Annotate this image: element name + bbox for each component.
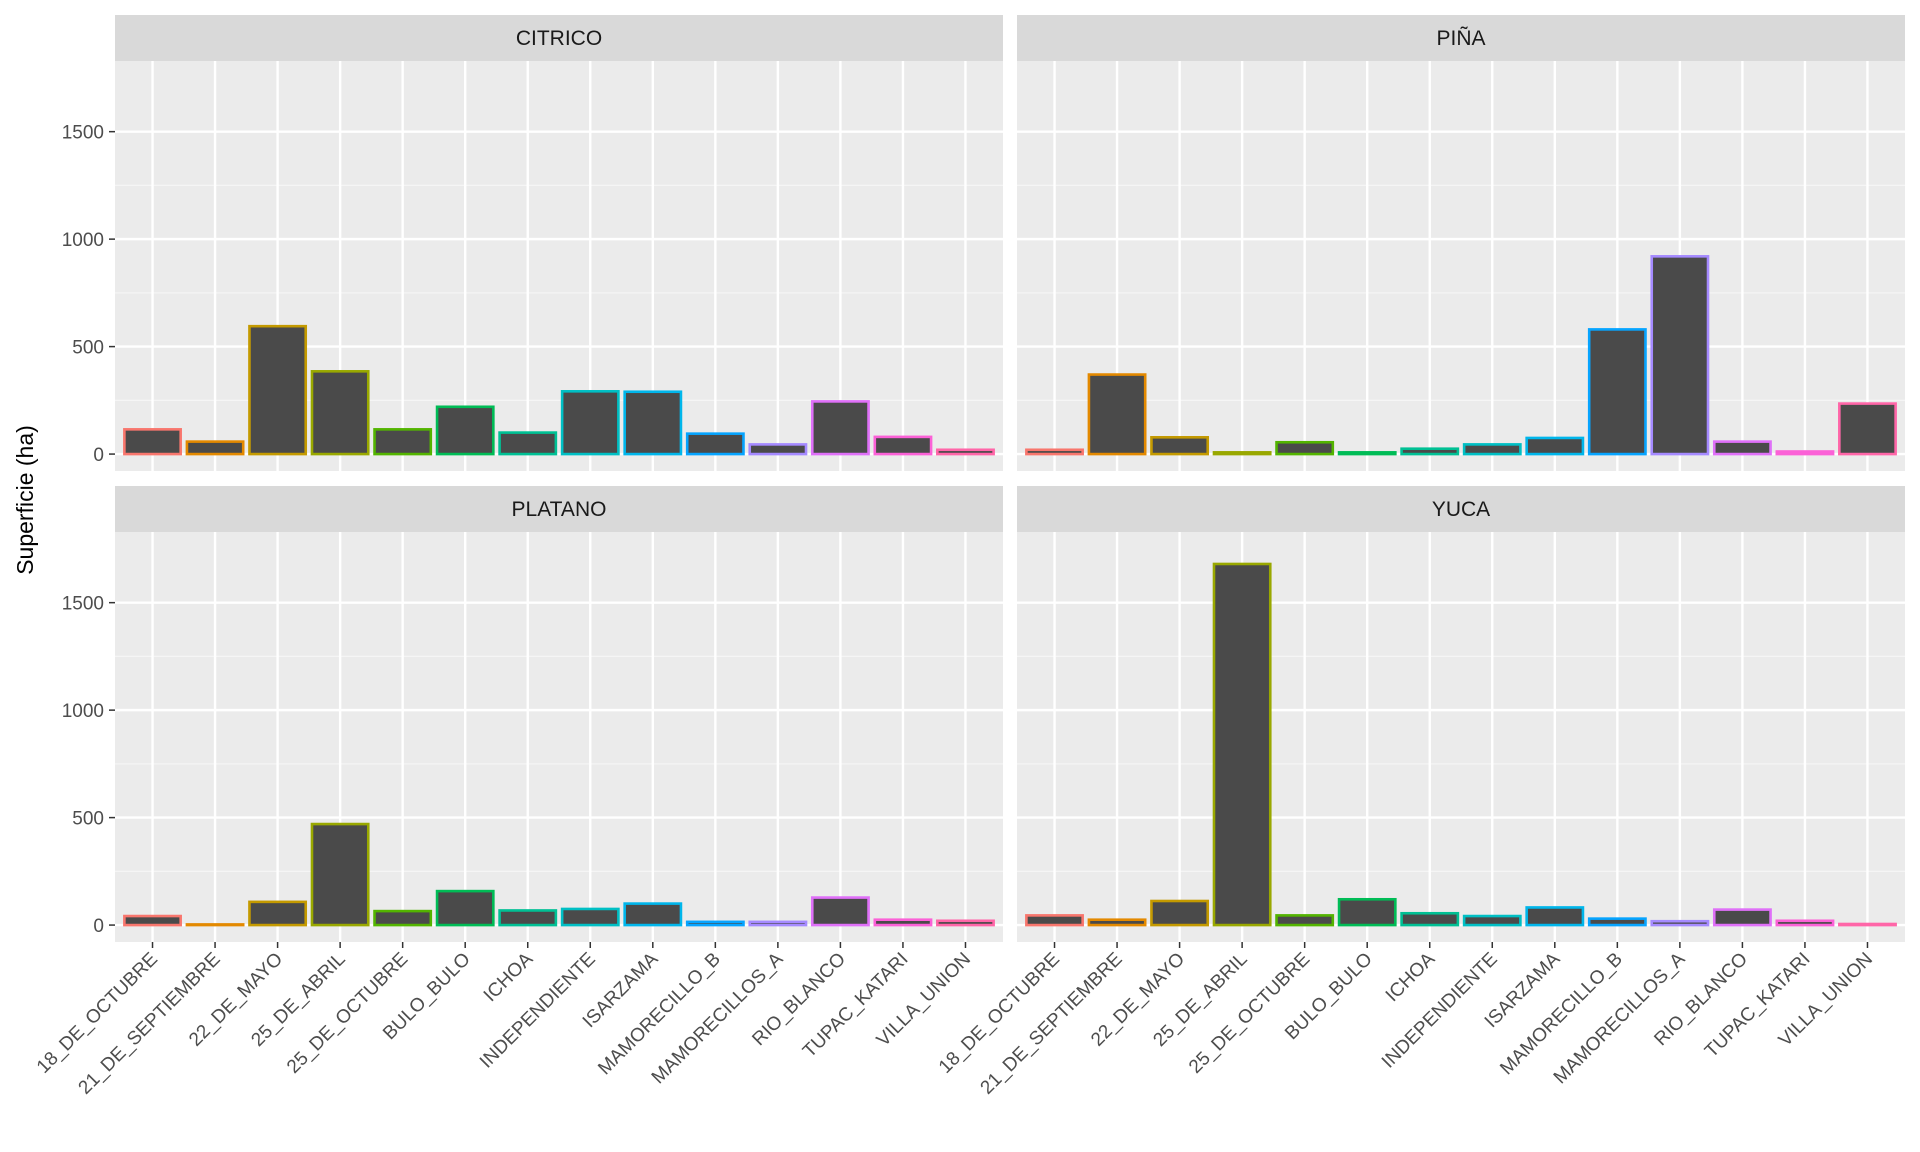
- bar-tupac-katari: [1775, 450, 1835, 456]
- chart-panels: CITRICO 0 500 1000 1500 PIÑA PLATANO 0 500 1000 15…: [33, 15, 1905, 1099]
- bar-isarzama: [1525, 906, 1585, 927]
- panel-background: [1017, 61, 1905, 471]
- x-tick-label: TUPAC_KATARI: [799, 949, 912, 1062]
- bar-mamorecillo-b: [1587, 917, 1647, 927]
- x-tick-label: INDEPENDIENTE: [476, 949, 600, 1073]
- facet-title: PLATANO: [512, 498, 607, 521]
- bar-18-de-octubre: [1025, 914, 1084, 927]
- bar-villa-union: [1838, 922, 1897, 927]
- bar-bulo-bulo: [435, 889, 495, 927]
- bar-isarzama: [623, 390, 683, 456]
- bar-21-de-septiembre: [1087, 373, 1147, 456]
- bar-independiente: [1462, 914, 1522, 927]
- bar-25-de-abril: [1212, 562, 1272, 927]
- bar-rio-blanco: [1712, 440, 1772, 456]
- bar-independiente: [1462, 443, 1522, 456]
- bar-18-de-octubre: [123, 914, 182, 927]
- bar-villa-union: [1838, 402, 1897, 456]
- bar-bulo-bulo: [1337, 897, 1397, 927]
- y-tick-label: 1500: [62, 123, 104, 144]
- x-tick-label: ICHOA: [1382, 948, 1440, 1006]
- facet-strip: [115, 486, 1003, 532]
- bar-mamorecillos-a: [1650, 919, 1710, 927]
- x-tick-label: INDEPENDIENTE: [1378, 949, 1502, 1073]
- bar-tupac-katari: [1775, 919, 1835, 927]
- bar-ichoa: [1400, 447, 1460, 456]
- x-tick-label: MAMORECILLO_B: [1496, 949, 1627, 1080]
- bar-mamorecillo-b: [1587, 328, 1647, 456]
- bar-25-de-abril: [310, 370, 370, 456]
- y-tick-label: 500: [72, 338, 104, 359]
- bar-22-de-mayo: [248, 900, 308, 927]
- bar-villa-union: [936, 448, 995, 456]
- bar-independiente: [560, 907, 620, 927]
- facet-yuca: YUCA18_DE_OCTUBRE21_DE_SEPTIEMBRE22_DE_M…: [935, 486, 1905, 1099]
- y-tick-label: 0: [93, 445, 104, 466]
- y-tick-label: 500: [72, 809, 104, 830]
- bar-bulo-bulo: [435, 405, 495, 456]
- panel-background: [115, 532, 1003, 942]
- bar-25-de-abril: [310, 822, 370, 927]
- facet-citrico: CITRICO 0 500 1000 1500: [62, 15, 1003, 471]
- x-tick-label: ICHOA: [480, 948, 538, 1006]
- bar-25-de-octubre: [1275, 914, 1335, 927]
- bar-villa-union: [936, 919, 995, 927]
- y-tick-label: 0: [93, 916, 104, 937]
- bar-tupac-katari: [873, 435, 933, 456]
- facet-pi-a: PIÑA: [1017, 15, 1905, 471]
- bar-rio-blanco: [810, 400, 870, 456]
- facet-strip: [115, 15, 1003, 61]
- bar-18-de-octubre: [123, 428, 182, 456]
- bar-mamorecillo-b: [685, 920, 745, 927]
- x-tick-label: 25_DE_OCTUBRE: [1185, 949, 1314, 1078]
- x-tick-label: 18_DE_OCTUBRE: [33, 949, 162, 1078]
- bar-21-de-septiembre: [185, 440, 245, 456]
- facet-strip: [1017, 486, 1905, 532]
- bar-mamorecillos-a: [1650, 255, 1710, 456]
- bar-tupac-katari: [873, 918, 933, 927]
- bar-ichoa: [498, 909, 558, 927]
- bar-25-de-octubre: [373, 909, 433, 927]
- bar-bulo-bulo: [1337, 451, 1397, 456]
- bar-22-de-mayo: [1150, 436, 1210, 456]
- y-tick-label: 1500: [62, 594, 104, 615]
- x-tick-label: MAMORECILLO_B: [594, 949, 725, 1080]
- facet-title: YUCA: [1432, 498, 1490, 521]
- bar-mamorecillos-a: [748, 443, 808, 456]
- bar-22-de-mayo: [1150, 899, 1210, 927]
- bar-isarzama: [1525, 436, 1585, 456]
- bar-independiente: [560, 390, 620, 456]
- bar-25-de-octubre: [373, 428, 433, 456]
- panel-background: [1017, 532, 1905, 942]
- bar-ichoa: [1400, 911, 1460, 927]
- bar-isarzama: [623, 902, 683, 927]
- bar-ichoa: [498, 431, 558, 456]
- bar-mamorecillos-a: [748, 920, 808, 927]
- bar-18-de-octubre: [1025, 448, 1084, 456]
- bar-25-de-octubre: [1275, 440, 1335, 456]
- y-tick-label: 1000: [62, 230, 104, 251]
- bar-rio-blanco: [810, 896, 870, 927]
- x-tick-label: TUPAC_KATARI: [1701, 949, 1814, 1062]
- y-axis-label: Superficie (ha): [12, 425, 38, 575]
- y-tick-label: 1000: [62, 701, 104, 722]
- bar-21-de-septiembre: [1087, 918, 1147, 927]
- bar-21-de-septiembre: [185, 923, 245, 927]
- facet-platano: PLATANO05001000150018_DE_OCTUBRE21_DE_SE…: [33, 486, 1003, 1099]
- facet-title: PIÑA: [1436, 26, 1485, 50]
- bar-25-de-abril: [1212, 451, 1272, 456]
- facet-strip: [1017, 15, 1905, 61]
- x-tick-label: 25_DE_OCTUBRE: [283, 949, 412, 1078]
- bar-mamorecillo-b: [685, 432, 745, 456]
- bar-rio-blanco: [1712, 908, 1772, 927]
- bar-22-de-mayo: [248, 324, 308, 456]
- facet-title: CITRICO: [516, 27, 602, 50]
